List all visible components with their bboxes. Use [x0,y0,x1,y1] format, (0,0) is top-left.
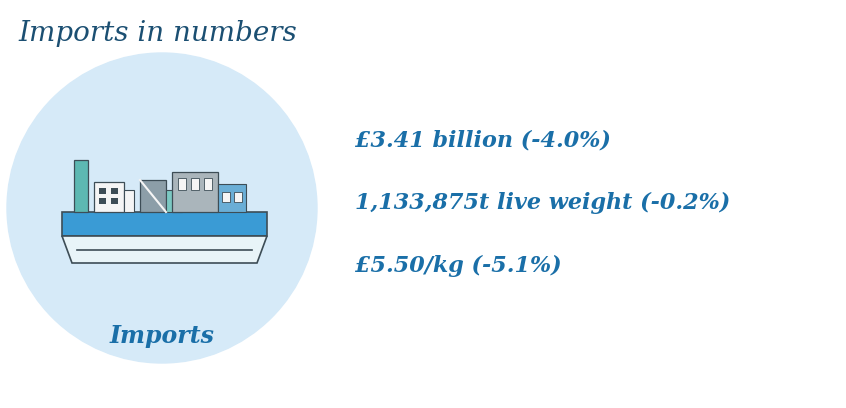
Circle shape [7,53,317,363]
FancyBboxPatch shape [166,190,182,212]
Polygon shape [62,236,267,263]
Text: £5.50/kg (-5.1%): £5.50/kg (-5.1%) [355,255,562,277]
Text: £3.41 billion (-4.0%): £3.41 billion (-4.0%) [355,129,611,151]
Text: Imports in numbers: Imports in numbers [18,20,297,47]
FancyBboxPatch shape [111,198,118,204]
Polygon shape [140,180,166,212]
FancyBboxPatch shape [218,184,246,212]
Text: Imports: Imports [110,324,214,348]
FancyBboxPatch shape [222,192,230,202]
Text: 1,133,875t live weight (-0.2%): 1,133,875t live weight (-0.2%) [355,192,730,214]
FancyBboxPatch shape [74,160,88,212]
FancyBboxPatch shape [124,190,134,212]
FancyBboxPatch shape [99,198,106,204]
FancyBboxPatch shape [204,178,212,190]
FancyBboxPatch shape [178,178,186,190]
FancyBboxPatch shape [172,172,218,212]
FancyBboxPatch shape [62,212,267,236]
FancyBboxPatch shape [191,178,199,190]
FancyBboxPatch shape [111,188,118,194]
FancyBboxPatch shape [234,192,242,202]
FancyBboxPatch shape [94,182,124,212]
FancyBboxPatch shape [99,188,106,194]
